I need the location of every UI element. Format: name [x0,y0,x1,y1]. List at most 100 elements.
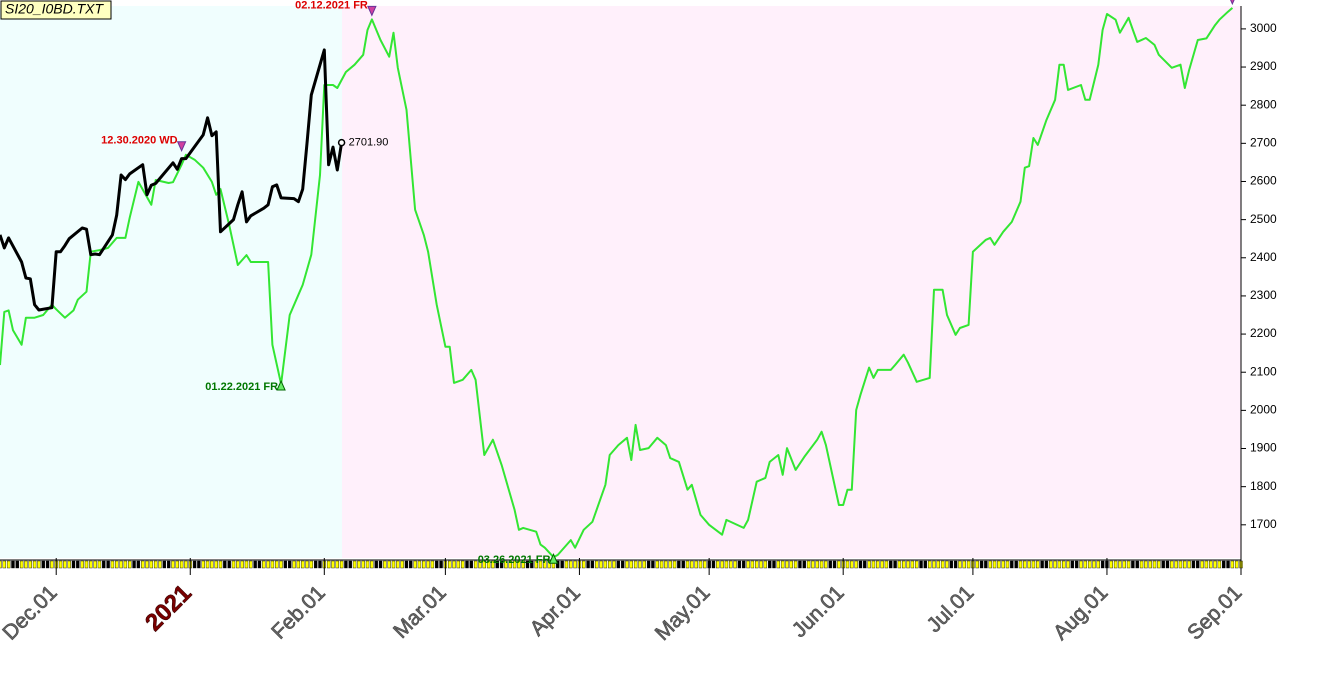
minor-tick [1131,560,1135,569]
minor-tick [1122,560,1126,569]
minor-tick [845,560,850,569]
minor-tick [1226,560,1230,569]
y-tick-label: 2100 [1250,364,1277,378]
minor-tick [906,560,910,569]
minor-tick [1152,560,1157,569]
minor-tick [512,560,517,569]
minor-tick [396,560,400,569]
minor-tick [837,560,841,569]
minor-tick [819,560,824,569]
y-tick-label: 1700 [1250,517,1277,531]
y-tick-label: 3000 [1250,21,1277,35]
minor-tick [106,560,110,569]
minor-tick [681,560,685,569]
minor-tick [962,560,966,569]
minor-tick [1230,560,1235,569]
minor-tick [37,560,41,569]
minor-tick [1174,560,1178,569]
minor-tick [966,560,971,569]
minor-tick [1066,560,1070,569]
minor-tick [326,560,331,569]
minor-tick [659,560,664,569]
minor-tick [1187,560,1191,569]
minor-tick [413,560,417,569]
minor-tick [521,560,525,569]
x-tick-label: Jul.01 [922,581,978,637]
minor-tick [646,560,651,569]
minor-tick [1070,560,1075,569]
minor-tick [15,560,19,569]
minor-tick [1074,560,1079,569]
minor-tick [746,560,750,569]
minor-tick [460,560,465,569]
minor-tick [902,560,906,569]
minor-tick [227,560,231,569]
minor-tick [992,560,997,569]
minor-tick [102,560,106,569]
minor-tick [945,560,949,569]
minor-tick [409,560,413,569]
minor-tick [1062,560,1066,569]
minor-tick [1031,560,1036,569]
minor-tick [668,560,672,569]
minor-tick [698,560,703,569]
minor-tick [1196,560,1200,569]
minor-tick [1144,560,1148,569]
minor-tick [923,560,928,569]
minor-tick [115,560,119,569]
minor-tick [184,560,188,569]
minor-tick [344,560,348,569]
minor-tick [140,560,145,569]
minor-tick [936,560,941,569]
minor-tick [789,560,793,569]
minor-tick [742,560,746,569]
minor-tick [1148,560,1152,569]
last-price-marker [337,138,346,147]
y-tick-label: 2000 [1250,403,1277,417]
minor-tick [534,560,538,569]
minor-tick [543,560,547,569]
title-box [0,0,112,20]
minor-tick [58,560,63,569]
minor-tick [465,560,469,569]
minor-tick [1126,560,1131,569]
minor-tick [2,560,7,569]
minor-tick [677,560,681,569]
minor-ticks [0,560,1243,569]
minor-tick [569,560,573,569]
minor-tick [404,560,409,569]
minor-tick [1204,560,1209,569]
minor-tick [586,560,590,569]
minor-tick [703,560,707,569]
minor-tick [616,560,621,569]
minor-tick [128,560,132,569]
minor-tick [171,560,175,569]
minor-tick [136,560,141,569]
minor-tick [486,560,491,569]
minor-tick [958,560,962,569]
minor-tick [24,560,28,569]
minor-tick [266,560,270,569]
minor-tick [50,560,54,569]
annotation-label: 02.12.2021 FR [295,0,368,11]
minor-tick [871,560,876,569]
minor-tick [802,560,806,569]
minor-tick [603,560,608,569]
minor-tick [629,560,634,569]
minor-tick [815,560,819,569]
x-tick-label: 2021 [140,580,197,637]
minor-tick [305,560,309,569]
minor-tick [737,560,742,569]
minor-tick [41,560,45,569]
minor-tick [772,560,776,569]
minor-tick [283,560,288,569]
minor-tick [798,560,802,569]
minor-tick [231,560,236,569]
minor-tick [530,560,534,569]
minor-tick [11,560,15,569]
background-past [0,6,342,558]
minor-tick [1217,560,1222,569]
minor-tick [867,560,871,569]
minor-tick [417,560,422,569]
minor-tick [599,560,603,569]
